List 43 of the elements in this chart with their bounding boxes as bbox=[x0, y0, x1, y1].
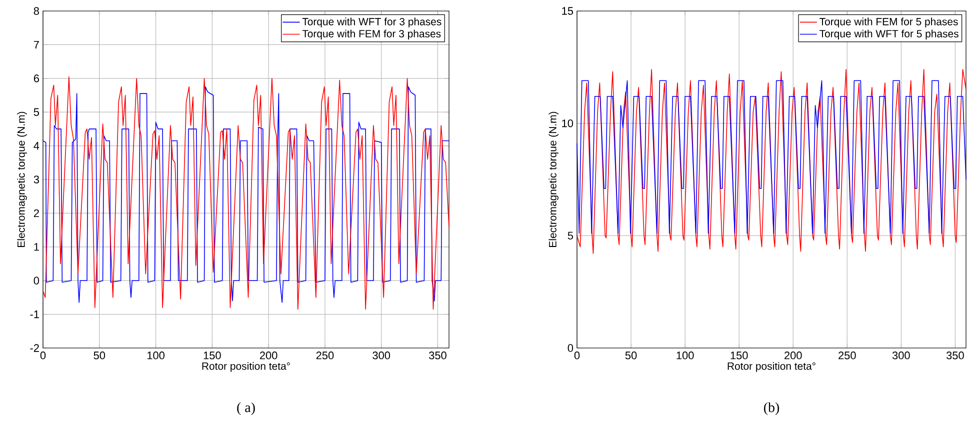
y-axis-title: Electromagnetic torque (N.m) bbox=[17, 112, 27, 247]
y-tick-label: 10 bbox=[562, 119, 574, 128]
x-tick-label: 50 bbox=[625, 352, 637, 360]
x-tick-label: 250 bbox=[838, 352, 856, 360]
y-tick-label: 5 bbox=[568, 232, 574, 240]
line-series bbox=[576, 80, 966, 234]
y-tick-label: 7 bbox=[34, 40, 39, 48]
y-tick-label: 6 bbox=[34, 74, 39, 82]
y-tick-label: -1 bbox=[30, 310, 39, 318]
text: (b) bbox=[764, 402, 780, 415]
x-tick-label: 100 bbox=[147, 352, 164, 360]
y-axis-title: Electromagnetic torque (N.m) bbox=[548, 112, 558, 247]
legend-label: Torque with WFT for 5 phases bbox=[820, 30, 958, 40]
y-tick-label: 3 bbox=[34, 176, 39, 184]
y-tick-label: 5 bbox=[34, 108, 40, 116]
x-tick-label: 150 bbox=[730, 352, 748, 360]
legend-label: Torque with FEM for 5 phases bbox=[820, 18, 958, 28]
y-tick-label: 0 bbox=[568, 344, 574, 352]
x-tick-label: 200 bbox=[260, 352, 278, 360]
x-tick-label: 350 bbox=[946, 352, 964, 360]
y-tick-label: 0 bbox=[34, 276, 40, 284]
y-tick-label: 4 bbox=[34, 142, 40, 150]
y-tick-label: 15 bbox=[562, 7, 574, 15]
x-axis-title: Rotor position teta° bbox=[728, 362, 816, 372]
x-tick-label: 100 bbox=[676, 352, 694, 360]
x-tick-label: 250 bbox=[316, 352, 334, 360]
text: ( a) bbox=[237, 402, 255, 415]
legend-label: Torque with WFT for 3 phases bbox=[302, 18, 442, 28]
x-tick-label: 300 bbox=[372, 352, 390, 360]
x-tick-label: 350 bbox=[429, 352, 446, 360]
x-tick-label: 50 bbox=[94, 352, 106, 360]
y-tick-label: 1 bbox=[34, 243, 39, 251]
y-tick-label: 2 bbox=[34, 209, 39, 218]
x-tick-label: 0 bbox=[574, 352, 580, 360]
legend-label: Torque with FEM for 3 phases bbox=[302, 30, 441, 40]
line-series bbox=[576, 69, 966, 254]
y-tick-label: -2 bbox=[30, 344, 39, 352]
x-tick-label: 200 bbox=[784, 352, 802, 360]
y-tick-label: 8 bbox=[34, 7, 39, 15]
x-tick-label: 0 bbox=[40, 352, 46, 360]
x-tick-label: 300 bbox=[892, 352, 910, 360]
x-axis-title: Rotor position teta° bbox=[202, 362, 290, 372]
x-tick-label: 150 bbox=[204, 352, 221, 360]
